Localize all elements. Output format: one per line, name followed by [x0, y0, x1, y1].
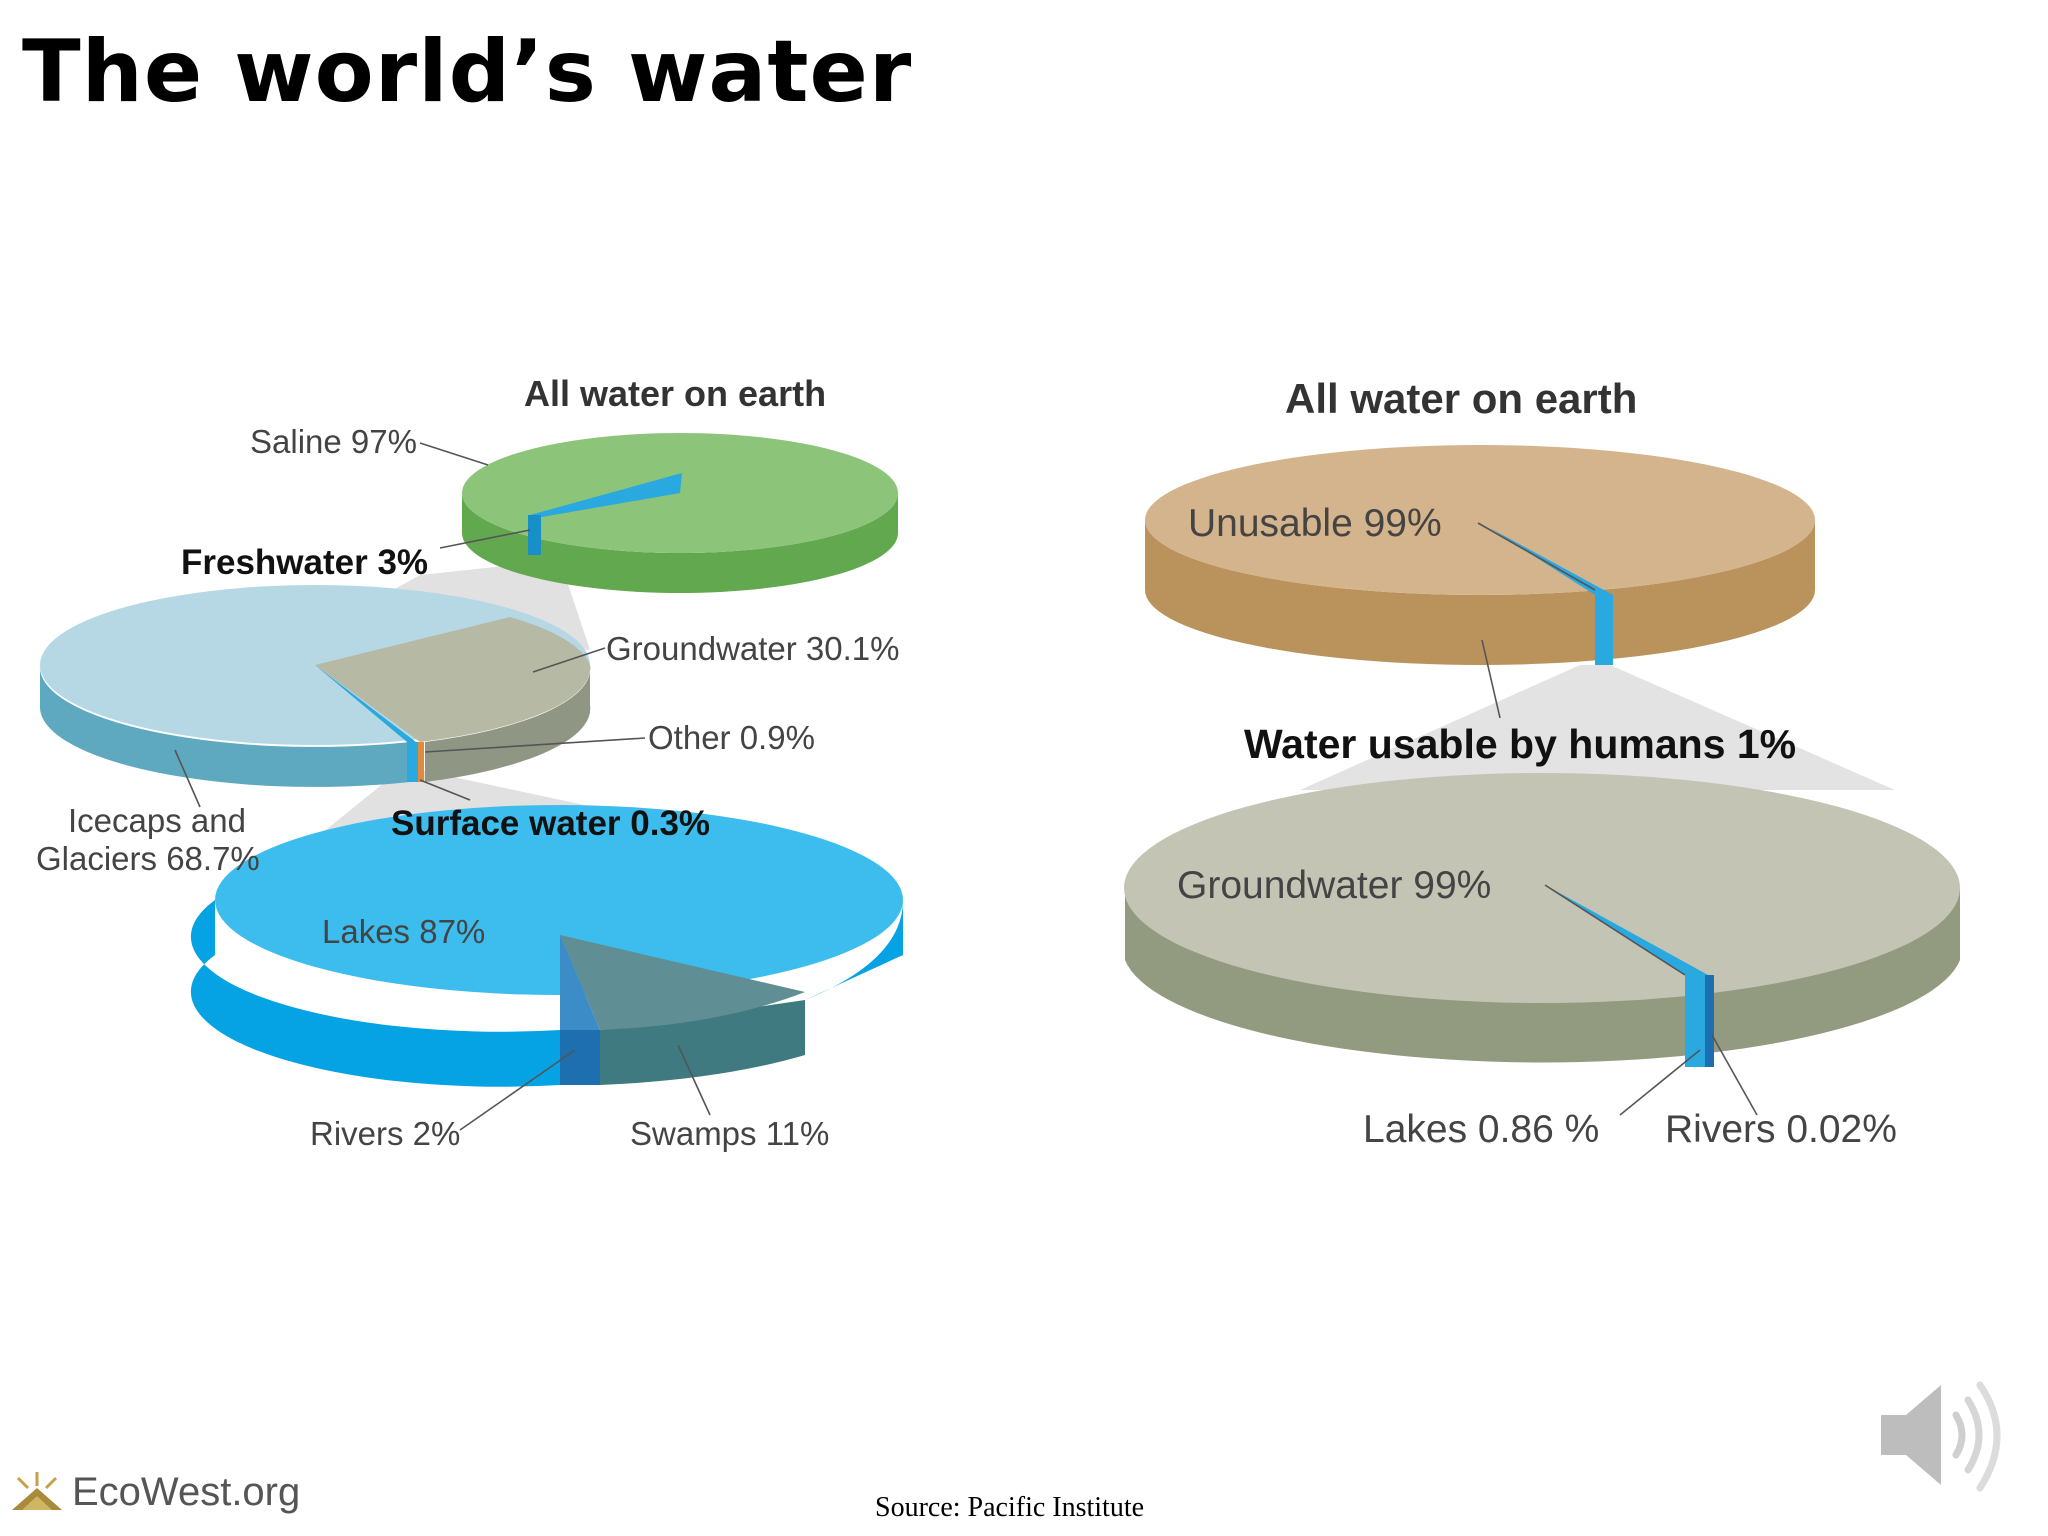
usable-slice-side — [1595, 595, 1613, 665]
source-caption: Source: Pacific Institute — [875, 1492, 1145, 1523]
pie-freshwater — [39, 585, 591, 787]
icecaps-label-line2: Glaciers 68.7% — [36, 840, 260, 877]
rivers-slice — [560, 935, 600, 1030]
surface-water-slice-side — [407, 742, 418, 782]
speaker-icon[interactable] — [1876, 1370, 2026, 1500]
right-pie-title: All water on earth — [1285, 375, 1637, 422]
surface-water-label: Surface water 0.3% — [391, 804, 710, 843]
swamps-side — [600, 1000, 805, 1085]
left-pie-title: All water on earth — [524, 373, 826, 414]
groundwater-left-label: Groundwater 30.1% — [606, 630, 900, 667]
groundwater-right-slice — [1124, 773, 1960, 1003]
swamps-label: Swamps 11% — [630, 1115, 829, 1152]
funnel-right — [1300, 665, 1895, 790]
groundwater-right-side — [1125, 888, 1960, 1063]
swamps-slice — [560, 935, 805, 1030]
leader-lines — [174, 442, 1758, 1131]
rivers-right-label: Rivers 0.02% — [1665, 1108, 1897, 1151]
freshwater-slice-side — [528, 515, 541, 555]
unusable-side — [1145, 520, 1815, 665]
pie-usable-water — [1124, 773, 1960, 1067]
lakes-right-slice — [1545, 885, 1708, 975]
lakes-left-label: Lakes 87% — [322, 913, 485, 950]
pie-surface-water — [190, 805, 903, 1087]
logo-text: EcoWest.org — [72, 1469, 301, 1514]
lakes-side-right — [805, 900, 903, 1055]
lakes-right-label: Lakes 0.86 % — [1363, 1108, 1599, 1151]
freshwater-slice — [530, 473, 682, 517]
pie-all-water-right — [1145, 445, 1815, 665]
rivers-right-slice-side — [1705, 975, 1714, 1067]
surface-water-slice — [315, 665, 416, 742]
icecaps-side — [39, 665, 410, 787]
unusable-label: Unusable 99% — [1188, 502, 1442, 545]
icecaps-label-line1: Icecaps and — [68, 802, 246, 839]
groundwater-slice — [315, 617, 591, 742]
lakes-right-slice-side — [1685, 975, 1705, 1067]
usable-slice — [1490, 528, 1613, 595]
freshwater-label: Freshwater 3% — [181, 543, 428, 582]
other-slice-side — [418, 742, 424, 782]
slide-title: The world’s water — [22, 22, 913, 122]
lakes-side-left — [190, 900, 561, 1087]
saline-label: Saline 97% — [250, 423, 417, 460]
lakes-slice — [215, 805, 903, 995]
saline-side — [462, 493, 898, 593]
rivers-side — [560, 1030, 600, 1085]
rivers-left-label: Rivers 2% — [310, 1115, 460, 1152]
groundwater-side — [425, 665, 591, 782]
groundwater-right-label: Groundwater 99% — [1177, 864, 1491, 907]
unusable-slice — [1145, 445, 1815, 595]
usable-label: Water usable by humans 1% — [1244, 721, 1796, 767]
mountain-sun-icon — [12, 1472, 62, 1510]
ecowest-logo: EcoWest.org — [8, 1468, 300, 1516]
pie-all-water-left — [462, 433, 898, 593]
other-label: Other 0.9% — [648, 719, 815, 756]
